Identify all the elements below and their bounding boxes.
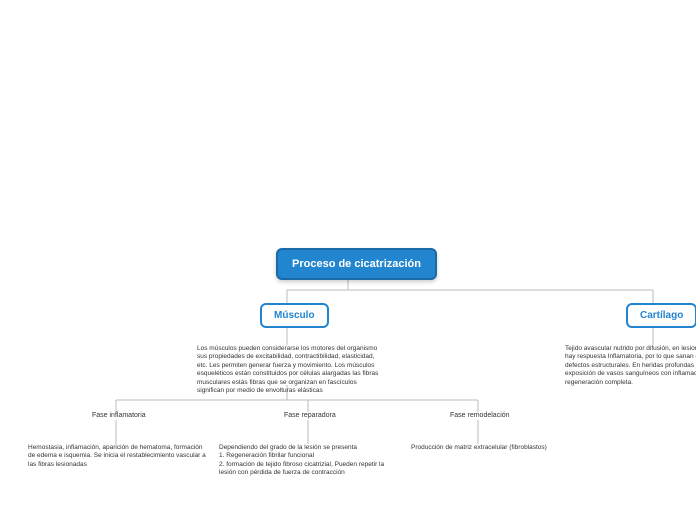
phase-inflamatoria-label: Fase inflamatoria — [92, 412, 146, 419]
musculo-description: Los músculos pueden considerarse los mot… — [197, 345, 382, 396]
phase-reparadora-label: Fase reparadora — [284, 412, 336, 419]
phase-reparadora-desc: Dependiendo del grado de la lesión se pr… — [219, 444, 391, 478]
phase-remodelacion-label: Fase remodelación — [450, 412, 510, 419]
main-node[interactable]: Proceso de cicatrización — [276, 248, 437, 280]
phase-remodelacion-desc: Producción de matriz extracelular (fibro… — [411, 444, 551, 452]
branch-musculo[interactable]: Músculo — [260, 303, 329, 328]
branch-cartilago[interactable]: Cartílago — [626, 303, 696, 328]
phase-inflamatoria-desc: Hemostasia, inflamación, aparición de he… — [28, 444, 206, 469]
cartilago-description: Tejido avascular nutrido por difusión, e… — [565, 345, 696, 387]
